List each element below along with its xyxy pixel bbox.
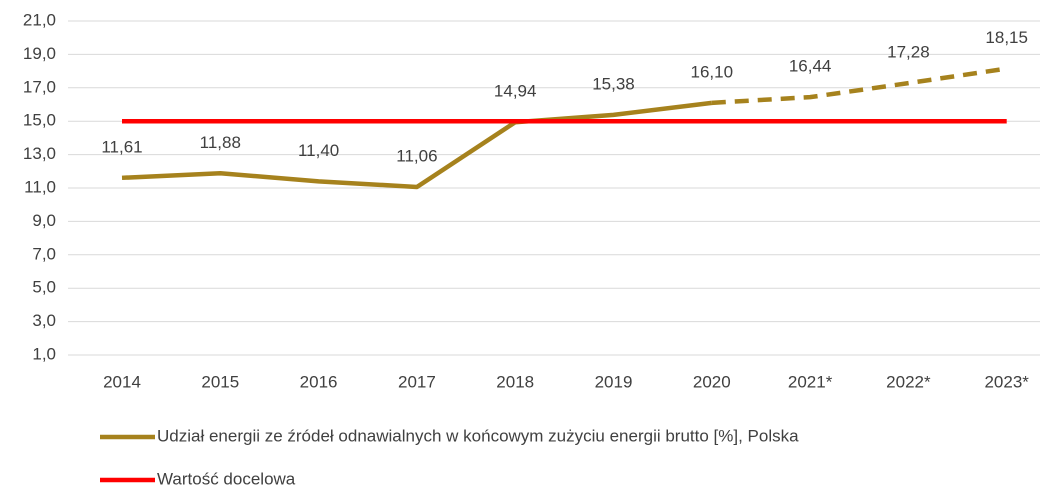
data-line: [121, 100, 713, 190]
legend-label: Wartość docelowa: [157, 469, 296, 488]
x-tick-label: 2016: [300, 372, 338, 391]
y-tick-label: 19,0: [23, 44, 56, 63]
data-label: 16,44: [789, 57, 832, 76]
y-tick-label: 13,0: [23, 144, 56, 163]
x-tick-label: 2015: [201, 372, 239, 391]
data-label: 15,38: [592, 74, 635, 93]
y-tick-label: 15,0: [23, 111, 56, 130]
x-tick-label: 2022*: [886, 372, 931, 391]
y-tick-label: 3,0: [32, 311, 56, 330]
data-label: 11,61: [101, 137, 142, 156]
forecast-line: [711, 66, 1008, 106]
y-tick-label: 7,0: [32, 244, 56, 263]
data-label: 11,88: [200, 133, 241, 152]
x-tick-label: 2020: [693, 372, 731, 391]
x-tick-label: 2018: [496, 372, 534, 391]
data-label: 11,40: [298, 141, 339, 160]
y-tick-label: 5,0: [32, 278, 56, 297]
y-tick-label: 17,0: [23, 77, 56, 96]
legend-label: Udział energii ze źródeł odnawialnych w …: [157, 426, 799, 445]
x-tick-label: 2023*: [984, 372, 1029, 391]
y-tick-label: 9,0: [32, 211, 56, 230]
x-tick-label: 2021*: [788, 372, 833, 391]
data-label: 17,28: [887, 43, 930, 62]
y-tick-label: 11,0: [24, 177, 56, 196]
data-label: 16,10: [691, 62, 734, 81]
x-tick-label: 2019: [595, 372, 633, 391]
data-label: 11,06: [396, 146, 437, 165]
x-tick-label: 2017: [398, 372, 436, 391]
data-label: 18,15: [985, 28, 1028, 47]
y-tick-label: 21,0: [23, 10, 56, 29]
x-tick-label: 2014: [103, 372, 141, 391]
y-tick-label: 1,0: [32, 344, 56, 363]
data-label: 14,94: [494, 82, 537, 101]
